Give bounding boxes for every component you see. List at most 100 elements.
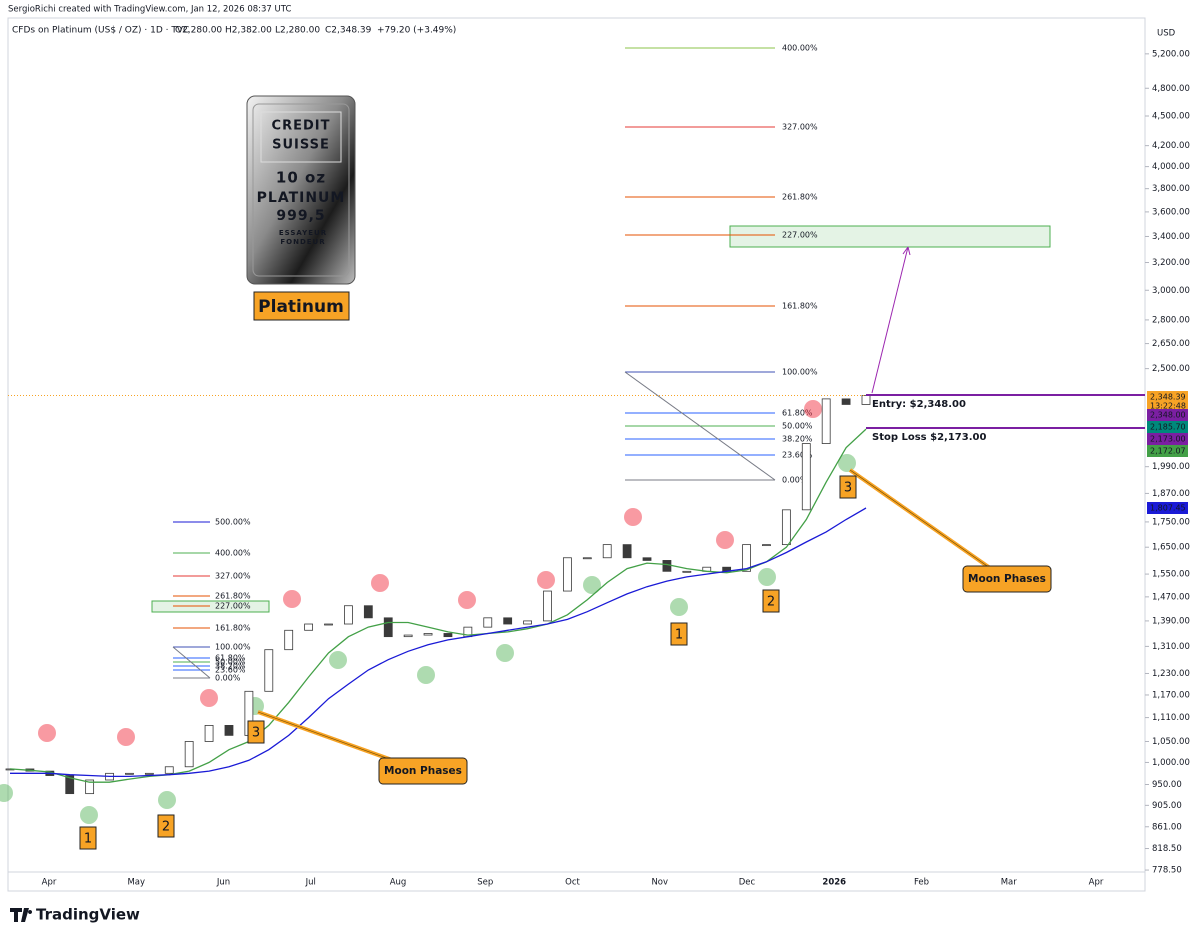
- new-moon: [496, 644, 514, 662]
- y-tick-label: 1,110.00: [1152, 713, 1190, 723]
- y-tick-label: 2,500.00: [1152, 364, 1190, 374]
- fib-label: 0.00%: [215, 674, 241, 683]
- bullion-text: ESSAYEUR: [279, 229, 327, 237]
- new-moon: [417, 666, 435, 684]
- price-tag-label: 2,348.39: [1150, 393, 1186, 402]
- product-box: [253, 291, 350, 321]
- y-tick-label: 4,000.00: [1152, 162, 1190, 172]
- y-tick-label: 1,650.00: [1152, 543, 1190, 553]
- ohlc-value: C2,348.39: [325, 26, 372, 36]
- candle-body: [682, 570, 692, 573]
- new-moon: [583, 576, 601, 594]
- x-tick-label: Jun: [216, 878, 230, 888]
- fib-label: 23.60%: [215, 666, 246, 675]
- ohlc-value: L2,280.00: [275, 26, 320, 36]
- countdown: 13:22:48: [1150, 402, 1186, 411]
- callout-box: [962, 565, 1052, 593]
- target-zone-small: [151, 600, 270, 613]
- fib-label: 400.00%: [215, 549, 251, 558]
- y-tick-label: 950.00: [1152, 780, 1182, 790]
- y-tick-label: 1,470.00: [1152, 592, 1190, 602]
- phase-box: [247, 720, 265, 744]
- y-tick-label: 4,800.00: [1152, 84, 1190, 94]
- credit: SergioRichi created with TradingView.com…: [8, 5, 291, 15]
- moving-average: [9, 428, 867, 783]
- stop-loss-label: Stop Loss $2,173.00: [872, 432, 986, 443]
- candle-body: [781, 509, 791, 546]
- y-tick-label: 818.50: [1152, 844, 1182, 854]
- candle-body: [622, 544, 632, 559]
- fib-label: 400.00%: [782, 44, 818, 53]
- product-label: Platinum: [258, 297, 344, 317]
- phase-number: 3: [252, 726, 260, 741]
- price-tag: [1147, 421, 1188, 433]
- callout-edge: [849, 469, 1001, 576]
- candle-body: [85, 779, 95, 795]
- new-moon: [0, 784, 13, 802]
- x-tick-label: Oct: [565, 878, 580, 888]
- candle-body: [602, 544, 612, 559]
- phase-box: [157, 814, 175, 838]
- candle-body: [403, 634, 413, 638]
- bullion-text: 10 oz: [276, 169, 326, 187]
- candle-body: [543, 590, 552, 622]
- y-tick-label: 3,200.00: [1152, 258, 1190, 268]
- candle-body: [264, 649, 274, 692]
- price-tag: [1147, 391, 1188, 410]
- candle-body: [204, 725, 214, 742]
- fib-label: 100.00%: [782, 368, 818, 377]
- y-tick-label: 1,230.00: [1152, 669, 1190, 679]
- fib-label: 38.20%: [215, 662, 246, 671]
- brand-name: TradingView: [36, 906, 140, 924]
- candle-body: [164, 766, 174, 774]
- candle-body: [503, 617, 513, 625]
- new-moon: [670, 598, 688, 616]
- candle-body: [801, 443, 811, 511]
- fib-label: 227.00%: [215, 602, 251, 611]
- y-tick-label: 2,650.00: [1152, 339, 1190, 349]
- candle-body: [821, 398, 831, 444]
- bullion-inner: [252, 103, 350, 277]
- arrow-head: [902, 246, 911, 256]
- new-moon: [329, 651, 347, 669]
- full-moon: [200, 689, 218, 707]
- fib-label: 327.00%: [782, 123, 818, 132]
- y-tick-label: 1,050.00: [1152, 737, 1190, 747]
- x-tick-label: Nov: [651, 878, 668, 888]
- fib-label: 23.60%: [782, 451, 813, 460]
- symbol-title: CFDs on Platinum (US$ / OZ) · 1D · TVC: [12, 26, 189, 36]
- candle-body: [742, 544, 751, 572]
- y-tick-label: 861.00: [1152, 822, 1182, 832]
- phase-box: [670, 622, 688, 646]
- candle-body: [383, 617, 393, 638]
- price-tag-label: 2,173.00: [1150, 435, 1186, 444]
- new-moon: [80, 806, 98, 824]
- price-tag-label: 2,185.70: [1150, 423, 1186, 432]
- phase-number: 1: [84, 832, 92, 847]
- price-tag-label: 2,172.07: [1150, 447, 1186, 456]
- candle-body: [523, 620, 532, 625]
- y-tick-label: 2,800.00: [1152, 315, 1190, 325]
- moving-average: [10, 507, 867, 778]
- entry-label: Entry: $2,348.00: [872, 399, 966, 410]
- fib-label: 61.80%: [782, 409, 813, 418]
- candle-body: [483, 617, 493, 628]
- fib-trendline: [624, 371, 776, 481]
- bullion-text: 999,5: [276, 208, 325, 224]
- fib-label: 100.00%: [215, 643, 251, 652]
- fib-label: 0.00%: [782, 476, 808, 485]
- fib-label: 500.00%: [215, 518, 251, 527]
- y-tick-label: 1,390.00: [1152, 616, 1190, 626]
- y-tick-label: 3,400.00: [1152, 232, 1190, 242]
- candle-body: [184, 741, 194, 768]
- y-tick-label: 5,200.00: [1152, 49, 1190, 59]
- x-tick-label: Apr: [1089, 878, 1104, 888]
- fib-label: 227.00%: [782, 231, 818, 240]
- y-tick-label: 3,800.00: [1152, 184, 1190, 194]
- price-tag: [1147, 445, 1188, 457]
- candle-body: [144, 772, 154, 775]
- y-tick-label: 3,000.00: [1152, 286, 1190, 296]
- bullion-text: PLATINUM: [257, 190, 346, 206]
